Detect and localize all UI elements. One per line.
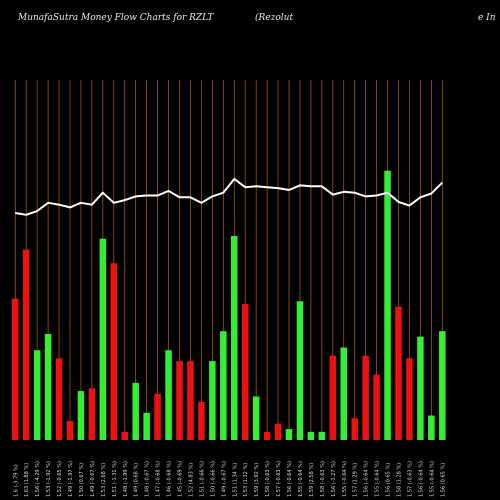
x-tick-label: 1.63 (1.88 %) [24, 463, 30, 497]
x-tick-label: 1.47 (-0.68 %) [156, 461, 162, 497]
money-flow-bar [198, 401, 205, 440]
x-tick-label: 1.55 (-0.64 %) [298, 461, 304, 497]
chart-title: MunafaSutra Money Flow Charts for RZLT [18, 13, 214, 23]
money-flow-bar [33, 350, 41, 440]
company-name-tail: e In [478, 13, 496, 23]
company-name: (Rezolut [255, 13, 294, 23]
money-flow-bar [318, 431, 326, 440]
x-tick-label: 1.45 (-0.69 %) [178, 461, 184, 497]
money-flow-bar [428, 415, 435, 440]
money-flow-bar [12, 298, 19, 440]
money-flow-bar [88, 388, 96, 440]
x-tick-label: 1.50 (0.67 %) [79, 463, 85, 497]
x-tick-label: 1.53 (2.68 %) [101, 463, 107, 497]
money-flow-bar [132, 382, 139, 440]
x-tick-label: 1.58 (1.28 %) [397, 463, 403, 497]
x-tick-label: 1.56 (-4.29 %) [35, 461, 41, 497]
x-tick-label: 1.56 (-0.64 %) [418, 461, 424, 497]
x-tick-label: 1.51 (-0.66 %) [199, 461, 205, 497]
money-flow-bar [121, 431, 128, 440]
x-tick-label: 1.52 (4.83 %) [188, 463, 194, 497]
money-flow-bar [55, 358, 63, 440]
money-flow-bar [384, 170, 391, 440]
money-flow-bar [373, 374, 380, 440]
x-tick-label: 1.53 (-1.92 %) [46, 461, 52, 497]
x-tick-label: 1.49 (-0.67 %) [221, 461, 227, 497]
x-tick-label: 1.55 (-0.64 %) [342, 461, 348, 497]
x-tick-label: 1.58 (-0.63 %) [320, 461, 326, 497]
x-tick-label: 1.57 (-0.63 %) [407, 461, 413, 497]
money-flow-bar [351, 418, 358, 440]
money-flow-bar [340, 347, 347, 440]
money-flow-bar [44, 333, 52, 440]
money-flow-bar [395, 306, 402, 440]
x-tick-label: 1.51 (-1.31 %) [112, 461, 118, 497]
money-flow-bar [296, 301, 304, 440]
money-flow-bar [274, 423, 282, 440]
x-tick-label: 1.56 (0.65 %) [440, 463, 446, 497]
x-tick-label: 1.55 (-0.64 %) [375, 461, 381, 497]
x-tick-label: 1.58 (-0.63 %) [265, 461, 271, 497]
money-flow-bar [187, 361, 194, 440]
money-flow-bar [241, 304, 249, 440]
money-flow-bar [307, 431, 315, 440]
money-flow-bar [329, 355, 337, 440]
x-tick-label: 1.51 (1.34 %) [232, 463, 238, 497]
x-tick-label: 1.48 (-1.99 %) [123, 461, 129, 497]
x-tick-label: 1.56 (0.65 %) [386, 463, 392, 497]
x-tick-label: 1.46 (-0.68 %) [167, 461, 173, 497]
x-tick-label: 1.56 (-1.27 %) [331, 461, 337, 497]
money-flow-bar [99, 238, 107, 440]
x-tick-label: 1.49 (0.68 %) [134, 463, 140, 497]
money-flow-bar [66, 420, 74, 440]
money-flow-bar [439, 331, 446, 440]
price-line-group [15, 177, 444, 216]
money-flow-bar [154, 393, 161, 440]
x-axis-labels: 1.6 (-3.79 %) 1.63 (1.88 %) 1.56 (-4.29 %)… [13, 461, 446, 497]
x-tick-label: 1.59 (2.58 %) [309, 463, 315, 497]
money-flow-bar [209, 361, 216, 440]
x-tick-label: 1.55 (-0.64 %) [429, 461, 435, 497]
x-tick-label: 1.57 (1.29 %) [353, 463, 359, 497]
x-tick-label: 1.49 (-0.67 %) [90, 461, 96, 497]
money-flow-bar [362, 355, 369, 440]
x-tick-label: 1.59 (3.92 %) [254, 463, 260, 497]
x-tick-label: 1.56 (-0.64 %) [364, 461, 370, 497]
x-tick-label: 1.57 (-0.63 %) [276, 461, 282, 497]
money-flow-bar [165, 350, 172, 440]
x-tick-label: 1.48 (-0.67 %) [145, 461, 151, 497]
money-flow-bar [22, 249, 30, 440]
x-tick-label: 1.50 (-0.66 %) [210, 461, 216, 497]
money-flow-bar [220, 331, 227, 440]
x-tick-label: 1.56 (-0.64 %) [287, 461, 293, 497]
money-flow-bar [285, 429, 293, 440]
price-line [15, 177, 444, 216]
money-flow-bar [263, 431, 271, 440]
x-tick-label: 1.49 (-1.97 %) [68, 461, 74, 497]
money-flow-bar [176, 361, 183, 440]
money-flow-bars [12, 170, 446, 440]
money-flow-bar [231, 236, 238, 440]
money-flow-bar [77, 391, 85, 440]
money-flow-bar [417, 336, 424, 440]
x-tick-label: 1.6 (-3.79 %) [13, 464, 19, 497]
x-tick-label: 1.53 (1.32 %) [243, 463, 249, 497]
x-tick-label: 1.52 (-0.65 %) [57, 461, 63, 497]
money-flow-bar [143, 412, 150, 440]
money-flow-bar [252, 396, 260, 440]
money-flow-bar [406, 358, 413, 440]
money-flow-bar [110, 263, 118, 440]
